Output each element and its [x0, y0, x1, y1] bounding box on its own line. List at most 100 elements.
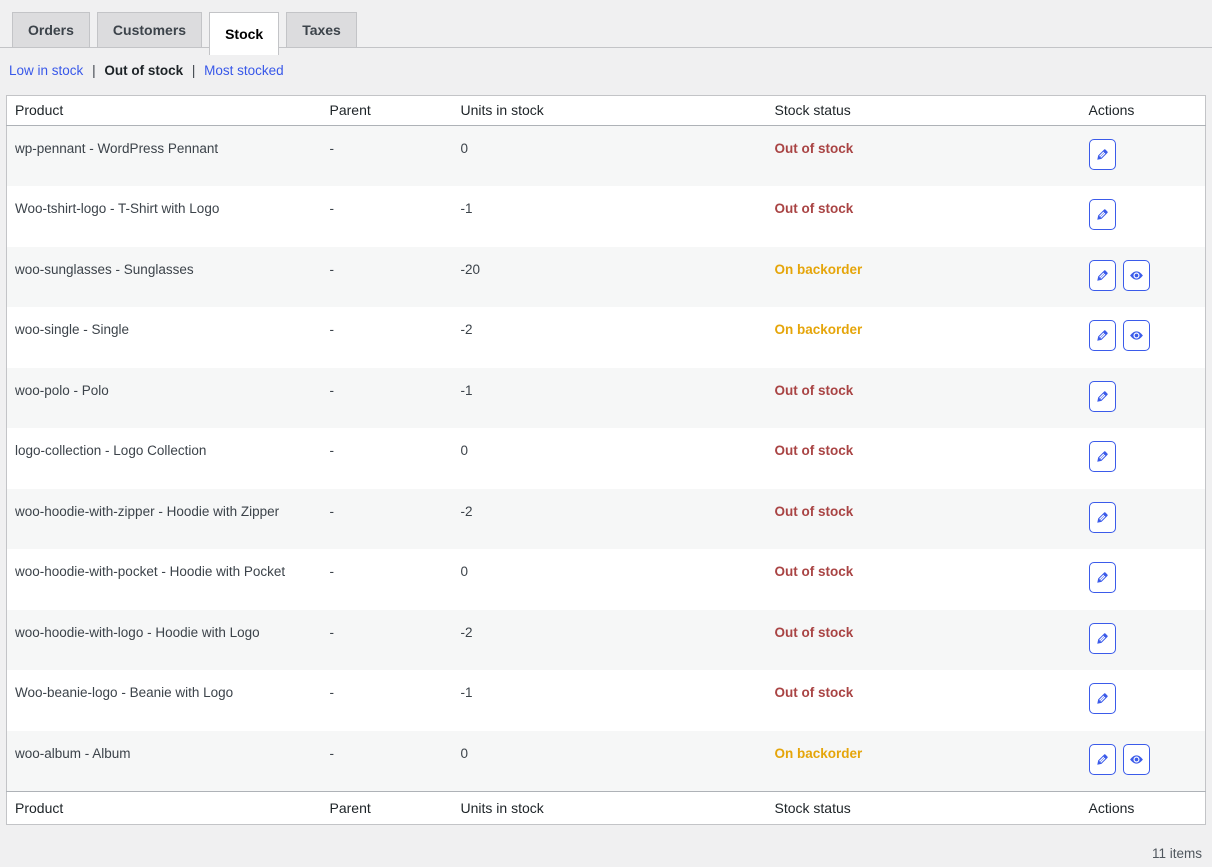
- pencil-icon: [1095, 449, 1110, 464]
- stock-status-cell: Out of stock: [774, 564, 854, 579]
- table-row: woo-album - Album - 0 On backorder: [6, 730, 1206, 792]
- actions-cell: [1081, 670, 1206, 731]
- edit-stock-button[interactable]: [1088, 501, 1116, 533]
- product-cell: woo-single - Single: [15, 322, 130, 337]
- actions-cell: [1081, 549, 1206, 610]
- stock-status-cell: Out of stock: [774, 685, 854, 700]
- edit-stock-button[interactable]: [1088, 199, 1116, 230]
- table-row: wp-pennant - WordPress Pennant - 0 Out o…: [6, 125, 1206, 186]
- stock-status-cell: On backorder: [774, 745, 863, 761]
- items-count: 11 items: [1151, 845, 1202, 861]
- table-row: Woo-tshirt-logo - T-Shirt with Logo - -1…: [6, 186, 1206, 247]
- edit-stock-button[interactable]: [1088, 139, 1116, 170]
- table-row: Woo-beanie-logo - Beanie with Logo - -1 …: [6, 670, 1206, 731]
- view-product-button[interactable]: [1123, 259, 1151, 291]
- filter-out-of-stock-current: Out of stock: [104, 63, 184, 78]
- filter-low-in-stock[interactable]: Low in stock: [9, 63, 84, 78]
- view-product-button[interactable]: [1123, 320, 1151, 351]
- product-cell: Woo-beanie-logo - Beanie with Logo: [15, 685, 234, 700]
- product-cell: woo-hoodie-with-zipper - Hoodie with Zip…: [15, 503, 280, 519]
- column-header-units: Units in stock: [452, 95, 767, 126]
- column-footer-units: Units in stock: [452, 790, 767, 824]
- parent-cell: -: [329, 503, 335, 519]
- product-cell: woo-hoodie-with-logo - Hoodie with Logo: [15, 624, 260, 640]
- stock-status-cell: Out of stock: [774, 443, 854, 458]
- stock-status-cell: Out of stock: [774, 624, 854, 640]
- product-cell: logo-collection - Logo Collection: [15, 443, 207, 458]
- column-footer-actions: Actions: [1080, 790, 1206, 824]
- product-cell: woo-sunglasses - Sunglasses: [15, 261, 194, 277]
- filter-most-stocked[interactable]: Most stocked: [204, 63, 284, 78]
- eye-icon: [1129, 752, 1144, 767]
- table-body: wp-pennant - WordPress Pennant - 0 Out o…: [6, 125, 1206, 792]
- parent-cell: -: [329, 141, 335, 156]
- tab-orders[interactable]: Orders: [12, 12, 90, 48]
- edit-stock-button[interactable]: [1088, 562, 1116, 593]
- stock-table-container: Product Parent Units in stock Stock stat…: [6, 95, 1206, 825]
- actions-cell: [1081, 307, 1206, 368]
- view-product-button[interactable]: [1123, 743, 1151, 775]
- table-row: woo-hoodie-with-logo - Hoodie with Logo …: [6, 609, 1206, 671]
- edit-stock-button[interactable]: [1088, 622, 1116, 654]
- parent-cell: -: [329, 201, 335, 216]
- actions-cell: [1081, 186, 1206, 247]
- parent-cell: -: [329, 443, 335, 458]
- edit-stock-button[interactable]: [1088, 380, 1116, 412]
- units-cell: 0: [460, 564, 469, 579]
- column-header-status: Stock status: [766, 95, 1081, 126]
- report-tabs: Orders Customers Stock Taxes: [0, 12, 1212, 55]
- filter-separator: |: [92, 63, 96, 78]
- actions-cell: [1081, 428, 1206, 489]
- pencil-icon: [1095, 147, 1110, 162]
- edit-stock-button[interactable]: [1088, 743, 1116, 775]
- pencil-icon: [1095, 570, 1110, 585]
- units-cell: 0: [460, 443, 469, 458]
- parent-cell: -: [329, 685, 335, 700]
- column-header-parent: Parent: [321, 95, 453, 126]
- actions-cell: [1081, 731, 1206, 792]
- table-row: woo-single - Single - -2 On backorder: [6, 307, 1206, 368]
- column-header-actions: Actions: [1080, 95, 1206, 126]
- edit-stock-button[interactable]: [1088, 259, 1116, 291]
- pencil-icon: [1095, 328, 1110, 343]
- pencil-icon: [1095, 752, 1110, 767]
- table-row: woo-sunglasses - Sunglasses - -20 On bac…: [6, 246, 1206, 308]
- units-cell: -2: [460, 322, 473, 337]
- stock-status-cell: Out of stock: [774, 141, 854, 156]
- pencil-icon: [1095, 691, 1110, 706]
- product-cell: Woo-tshirt-logo - T-Shirt with Logo: [15, 201, 220, 216]
- eye-icon: [1129, 268, 1144, 283]
- units-cell: -1: [460, 685, 473, 700]
- table-row: woo-hoodie-with-pocket - Hoodie with Poc…: [6, 549, 1206, 610]
- stock-status-cell: Out of stock: [774, 382, 854, 398]
- tab-customers[interactable]: Customers: [96, 12, 203, 48]
- stock-table: Product Parent Units in stock Stock stat…: [6, 95, 1206, 825]
- column-footer-parent: Parent: [321, 790, 453, 824]
- parent-cell: -: [329, 624, 335, 640]
- product-cell: woo-album - Album: [15, 745, 131, 761]
- parent-cell: -: [329, 745, 335, 761]
- tabbar-divider: [0, 47, 1212, 48]
- table-row: woo-polo - Polo - -1 Out of stock: [6, 367, 1206, 428]
- edit-stock-button[interactable]: [1088, 441, 1116, 472]
- units-cell: -2: [460, 503, 473, 519]
- reports-page: Orders Customers Stock Taxes Low in stoc…: [0, 12, 1212, 861]
- tab-taxes[interactable]: Taxes: [286, 12, 357, 48]
- table-header: Product Parent Units in stock Stock stat…: [6, 95, 1206, 126]
- parent-cell: -: [329, 261, 335, 277]
- eye-icon: [1129, 328, 1144, 343]
- stock-status-cell: On backorder: [774, 322, 863, 337]
- table-row: woo-hoodie-with-zipper - Hoodie with Zip…: [6, 488, 1206, 549]
- tab-stock[interactable]: Stock: [209, 12, 280, 55]
- units-cell: -1: [460, 201, 473, 216]
- pencil-icon: [1095, 631, 1110, 646]
- edit-stock-button[interactable]: [1088, 320, 1116, 351]
- actions-cell: [1081, 610, 1206, 671]
- pencil-icon: [1095, 389, 1110, 404]
- table-footer: Product Parent Units in stock Stock stat…: [6, 790, 1206, 824]
- actions-cell: [1081, 247, 1206, 308]
- edit-stock-button[interactable]: [1088, 683, 1116, 714]
- units-cell: -20: [460, 261, 481, 277]
- parent-cell: -: [329, 382, 335, 398]
- units-cell: 0: [460, 141, 469, 156]
